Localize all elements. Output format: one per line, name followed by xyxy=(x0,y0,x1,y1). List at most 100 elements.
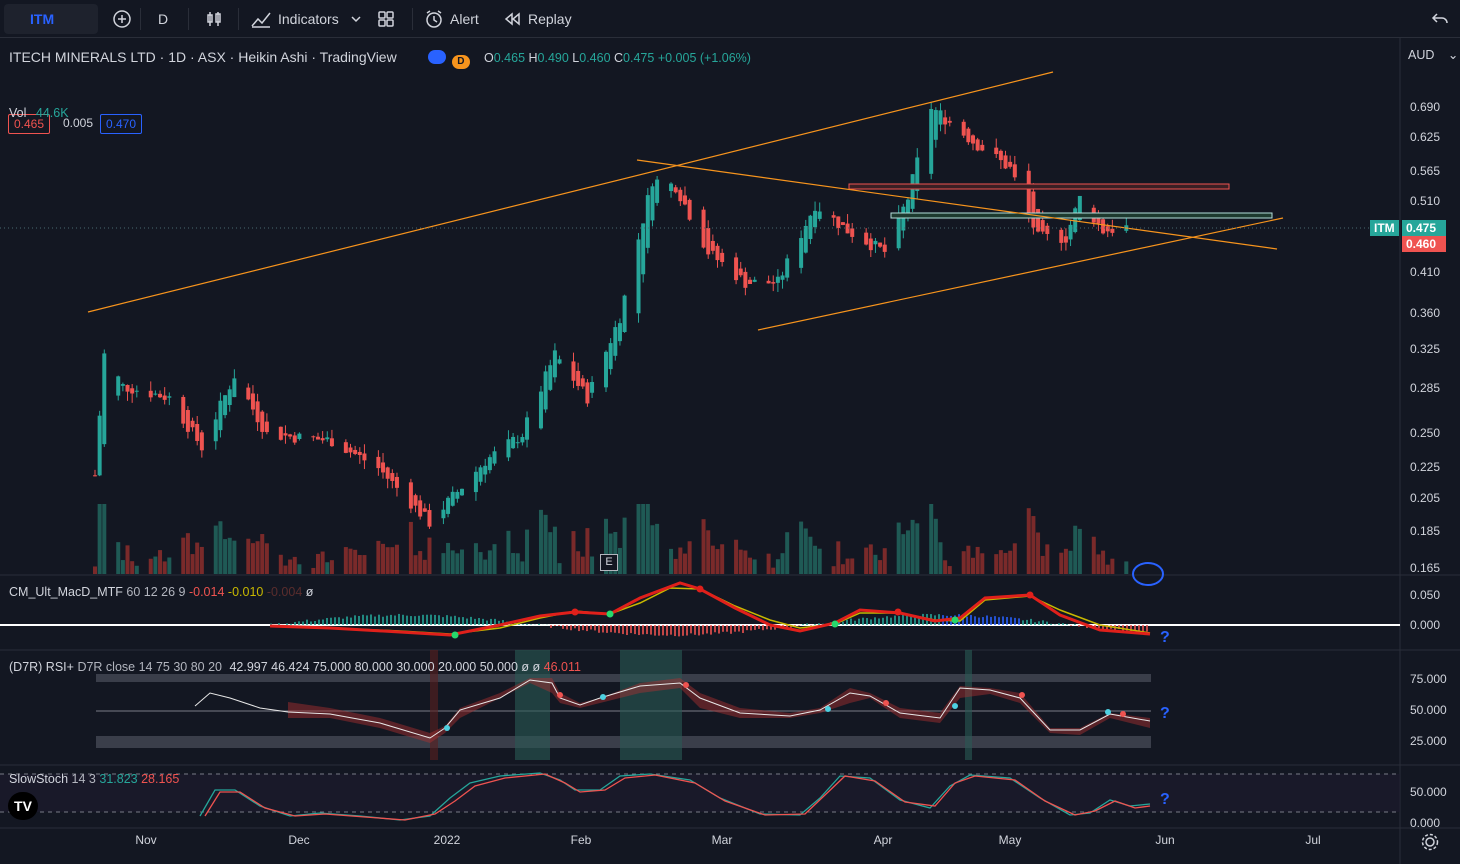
macd-hist-bar xyxy=(462,617,464,625)
macd-cross-down-marker xyxy=(696,585,704,593)
compare-add-button[interactable] xyxy=(106,4,138,34)
candle-body xyxy=(873,240,878,245)
macd-hist-bar xyxy=(446,615,448,625)
last-price-tag: 0.475 xyxy=(1402,220,1446,236)
lower-channel-trendline[interactable] xyxy=(757,217,1284,331)
price-tick-label: 0.565 xyxy=(1410,164,1440,178)
candle-body xyxy=(381,462,386,473)
volume-bar xyxy=(743,550,748,574)
macd-hist-bar xyxy=(358,615,360,625)
layout-button[interactable] xyxy=(370,4,402,34)
bid-price[interactable]: 0.465 xyxy=(8,114,51,134)
earnings-marker[interactable]: E xyxy=(600,554,618,571)
replay-label: Replay xyxy=(528,11,572,27)
chevron-down-icon: ⌄ xyxy=(1447,48,1459,62)
support-zone[interactable] xyxy=(890,212,1273,219)
candle-body xyxy=(162,395,167,400)
descending-trendline[interactable] xyxy=(636,159,1278,250)
rsi-marker xyxy=(825,706,831,712)
volume-bar xyxy=(552,526,557,574)
macd-hist-bar xyxy=(1010,617,1012,625)
candle-body xyxy=(650,186,655,221)
currency-selector[interactable]: AUD ⌄ xyxy=(1408,47,1458,62)
volume-bar xyxy=(873,554,878,574)
volume-bar xyxy=(376,540,381,574)
candle-body xyxy=(882,244,887,252)
macd-hist-bar xyxy=(734,625,736,632)
volume-bar xyxy=(125,545,130,574)
ask-price[interactable]: 0.470 xyxy=(100,114,143,134)
candle-body xyxy=(701,209,706,248)
macd-hist-bar xyxy=(650,625,652,635)
alert-button[interactable]: Alert xyxy=(418,4,485,34)
templates-dropdown[interactable] xyxy=(344,4,368,34)
question-mark-annotation[interactable]: ? xyxy=(1160,791,1170,808)
macd-hist-bar xyxy=(866,618,868,625)
time-tick-label: Nov xyxy=(135,833,156,847)
volume-bar xyxy=(710,545,715,574)
volume-bar xyxy=(97,504,102,574)
candle-body xyxy=(264,421,269,433)
volume-bar xyxy=(971,557,976,574)
macd-hist-bar xyxy=(794,625,796,627)
candle-body xyxy=(362,453,367,461)
volume-bar xyxy=(427,537,432,574)
candle-body xyxy=(1101,219,1106,234)
candle-body xyxy=(1077,195,1082,220)
macd-cross-down-marker xyxy=(1026,591,1034,599)
candle-body xyxy=(971,135,976,144)
question-mark-annotation[interactable]: ? xyxy=(1160,705,1170,722)
macd-hist-bar xyxy=(1134,625,1136,631)
macd-hist-bar xyxy=(762,625,764,631)
candle-body xyxy=(227,389,232,406)
volume-bar xyxy=(678,547,683,574)
candle-body xyxy=(1059,229,1064,243)
rsi-marker xyxy=(683,682,689,688)
tradingview-logo-icon[interactable]: TV xyxy=(8,792,38,820)
macd-hist-bar xyxy=(410,616,412,625)
macd-hist-bar xyxy=(466,618,468,625)
chart-type-button[interactable] xyxy=(198,4,230,34)
macd-hist-bar xyxy=(418,615,420,625)
price-axis[interactable]: 0.690 0.625 0.565 0.510 0.410 0.360 0.325 0.285… xyxy=(1410,100,1440,575)
volume-bar xyxy=(571,531,576,574)
top-toolbar: ITM D Indicators Alert Replay xyxy=(0,0,1460,38)
candle-body xyxy=(459,488,464,496)
time-tick-label: 2022 xyxy=(434,833,461,847)
volume-bar xyxy=(483,559,488,574)
volume-bar xyxy=(994,554,999,574)
macd-hist-bar xyxy=(350,617,352,625)
interval-button[interactable]: D xyxy=(152,4,174,34)
candle-body xyxy=(622,295,627,333)
macd-cross-up-marker xyxy=(951,616,959,624)
settings-button[interactable] xyxy=(1420,832,1440,852)
volume-bar xyxy=(525,529,530,574)
candle-body xyxy=(1105,226,1110,232)
indicators-button[interactable]: Indicators xyxy=(244,4,345,34)
time-axis[interactable]: Nov Dec 2022 Feb Mar Apr May Jun Jul xyxy=(135,833,1320,847)
macd-hist-bar xyxy=(382,616,384,625)
macd-hist-bar xyxy=(314,620,316,625)
volume-bar xyxy=(878,560,883,574)
symbol-search[interactable]: ITM xyxy=(4,4,98,34)
circle-annotation[interactable] xyxy=(1132,562,1164,586)
chart-area[interactable]: ? ? ? 0.690 0.625 0.565 0.510 0.410 0.360 0.3 xyxy=(0,38,1460,864)
undo-button[interactable] xyxy=(1424,4,1456,34)
replay-button[interactable]: Replay xyxy=(496,4,578,34)
volume-bar xyxy=(148,558,153,574)
macd-hist-bar xyxy=(1058,623,1060,625)
macd-cross-down-marker xyxy=(894,608,902,616)
question-mark-annotation[interactable]: ? xyxy=(1160,629,1170,646)
candle-body xyxy=(376,456,381,469)
stoch-legend: SlowStoch 14 3 31.823 28.165 xyxy=(9,772,179,786)
macd-hist-bar xyxy=(398,613,400,625)
candle-body xyxy=(813,210,818,228)
macd-hist-bar xyxy=(694,625,696,635)
volume-bar xyxy=(473,543,478,574)
macd-hist-bar xyxy=(670,625,672,635)
resistance-zone[interactable] xyxy=(848,183,1230,190)
upper-channel-trendline[interactable] xyxy=(87,71,1054,313)
macd-histogram xyxy=(270,613,1148,637)
price-tick-label: 0.285 xyxy=(1410,381,1440,395)
